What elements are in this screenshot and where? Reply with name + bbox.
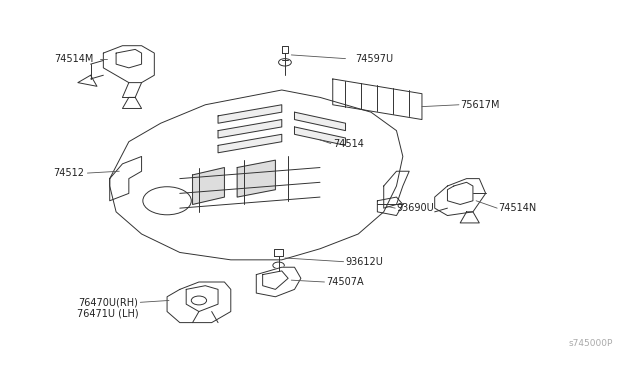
Text: 74514: 74514 <box>333 138 364 148</box>
Text: 74514M: 74514M <box>54 54 94 64</box>
Polygon shape <box>109 157 141 201</box>
Polygon shape <box>103 46 154 83</box>
Polygon shape <box>218 119 282 138</box>
Polygon shape <box>167 282 231 323</box>
Text: 93612U: 93612U <box>346 257 383 267</box>
Polygon shape <box>218 134 282 153</box>
Text: 74514N: 74514N <box>499 203 537 213</box>
Text: 74507A: 74507A <box>326 277 364 287</box>
Text: 74512: 74512 <box>53 168 84 178</box>
Polygon shape <box>435 179 486 215</box>
Polygon shape <box>333 79 422 119</box>
Text: 75617M: 75617M <box>460 100 500 110</box>
Polygon shape <box>237 160 275 197</box>
Text: 76471U (LH): 76471U (LH) <box>77 308 138 318</box>
Polygon shape <box>384 171 409 208</box>
Polygon shape <box>256 267 301 297</box>
Text: 93690U: 93690U <box>396 203 434 213</box>
Text: 76470U(RH): 76470U(RH) <box>79 297 138 307</box>
Polygon shape <box>218 105 282 123</box>
Polygon shape <box>378 197 403 215</box>
Text: 74597U: 74597U <box>355 54 393 64</box>
Text: s745000P: s745000P <box>569 340 613 349</box>
Polygon shape <box>294 112 346 131</box>
Polygon shape <box>109 90 403 260</box>
Polygon shape <box>294 127 346 145</box>
Polygon shape <box>193 167 225 205</box>
